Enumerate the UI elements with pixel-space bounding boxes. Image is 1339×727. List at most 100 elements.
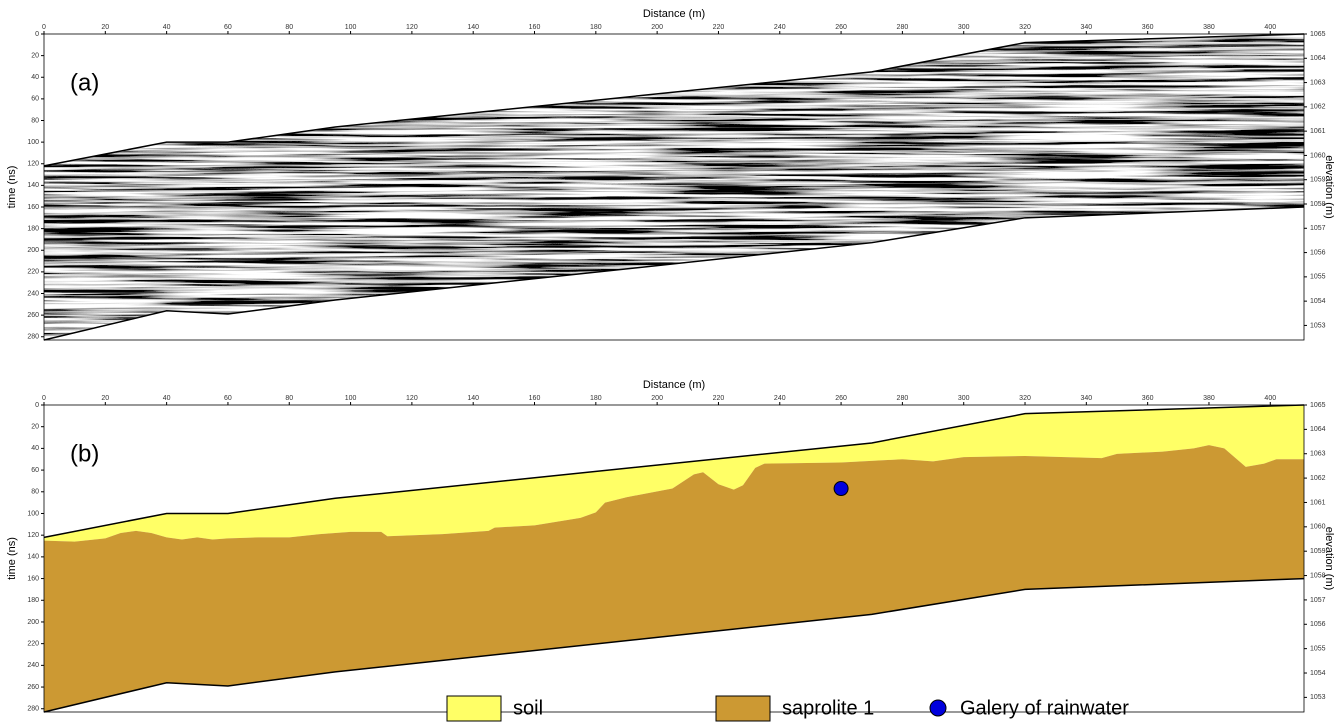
y2-tick-label: 1054 (1310, 670, 1326, 677)
legend-label: Galery of rainwater (960, 697, 1129, 719)
x-tick-label: 180 (590, 24, 602, 31)
y2-tick-label: 1053 (1310, 322, 1326, 329)
x-tick-label: 380 (1203, 24, 1215, 31)
x-tick-label: 320 (1019, 24, 1031, 31)
x-tick-label: 60 (224, 395, 232, 402)
y-axis-title: time (ns) (6, 166, 18, 209)
y2-axis-title: elevation (m) (1323, 527, 1335, 591)
y-tick-label: 220 (27, 269, 39, 276)
y2-tick-label: 1064 (1310, 426, 1326, 433)
x-tick-label: 200 (651, 395, 663, 402)
x-tick-label: 0 (42, 24, 46, 31)
y-tick-label: 60 (31, 96, 39, 103)
x-tick-label: 340 (1080, 24, 1092, 31)
y2-tick-label: 1062 (1310, 475, 1326, 482)
x-tick-label: 0 (42, 395, 46, 402)
figure: 0204060801001201401601802002202402602803… (0, 0, 1339, 722)
x-tick-label: 20 (101, 24, 109, 31)
y2-tick-label: 1061 (1310, 128, 1326, 135)
legend-label: soil (513, 697, 543, 719)
x-tick-label: 160 (529, 395, 541, 402)
legend-swatch (716, 696, 770, 721)
y2-tick-label: 1055 (1310, 274, 1326, 281)
x-tick-label: 280 (897, 395, 909, 402)
x-tick-label: 360 (1142, 395, 1154, 402)
x-tick-label: 40 (163, 395, 171, 402)
panel-label: (a) (70, 69, 99, 96)
x-axis-title: Distance (m) (643, 379, 705, 391)
y-tick-label: 60 (31, 467, 39, 474)
y2-tick-label: 1057 (1310, 225, 1326, 232)
x-tick-label: 20 (101, 395, 109, 402)
y2-tick-label: 1063 (1310, 79, 1326, 86)
x-tick-label: 240 (774, 395, 786, 402)
x-tick-label: 380 (1203, 395, 1215, 402)
x-tick-label: 40 (163, 24, 171, 31)
x-tick-label: 260 (835, 24, 847, 31)
radargram (44, 34, 1304, 340)
y-tick-label: 0 (35, 402, 39, 409)
y-tick-label: 160 (27, 204, 39, 211)
y-tick-label: 40 (31, 445, 39, 452)
y2-tick-label: 1054 (1310, 298, 1326, 305)
x-axis-title: Distance (m) (643, 8, 705, 20)
y-tick-label: 240 (27, 290, 39, 297)
x-tick-label: 340 (1080, 395, 1092, 402)
y-tick-label: 260 (27, 684, 39, 691)
rainwater-gallery (834, 482, 848, 496)
y-tick-label: 260 (27, 312, 39, 319)
x-tick-label: 220 (713, 395, 725, 402)
y2-tick-label: 1056 (1310, 249, 1326, 256)
y-tick-label: 40 (31, 74, 39, 81)
y-tick-label: 140 (27, 182, 39, 189)
legend-label: saprolite 1 (782, 697, 874, 719)
y-tick-label: 100 (27, 139, 39, 146)
y-tick-label: 220 (27, 641, 39, 648)
y2-tick-label: 1065 (1310, 31, 1326, 38)
x-tick-label: 260 (835, 395, 847, 402)
y-tick-label: 200 (27, 619, 39, 626)
y-tick-label: 80 (31, 117, 39, 124)
x-tick-label: 100 (345, 395, 357, 402)
x-tick-label: 140 (467, 395, 479, 402)
y2-tick-label: 1064 (1310, 55, 1326, 62)
x-tick-label: 60 (224, 24, 232, 31)
x-tick-label: 400 (1264, 24, 1276, 31)
x-tick-label: 100 (345, 24, 357, 31)
y-tick-label: 180 (27, 597, 39, 604)
x-tick-label: 140 (467, 24, 479, 31)
y-tick-label: 180 (27, 225, 39, 232)
y-tick-label: 20 (31, 52, 39, 59)
x-tick-label: 80 (285, 24, 293, 31)
y-tick-label: 120 (27, 161, 39, 168)
y-tick-label: 120 (27, 532, 39, 539)
x-tick-label: 300 (958, 24, 970, 31)
x-tick-label: 160 (529, 24, 541, 31)
y2-tick-label: 1055 (1310, 645, 1326, 652)
x-tick-label: 360 (1142, 24, 1154, 31)
y2-tick-label: 1063 (1310, 451, 1326, 458)
y2-tick-label: 1056 (1310, 621, 1326, 628)
y-tick-label: 200 (27, 247, 39, 254)
x-tick-label: 120 (406, 395, 418, 402)
y2-tick-label: 1061 (1310, 499, 1326, 506)
x-tick-label: 320 (1019, 395, 1031, 402)
x-tick-label: 120 (406, 24, 418, 31)
y2-tick-label: 1065 (1310, 402, 1326, 409)
x-tick-label: 180 (590, 395, 602, 402)
y-tick-label: 140 (27, 554, 39, 561)
x-tick-label: 280 (897, 24, 909, 31)
y-tick-label: 160 (27, 575, 39, 582)
x-tick-label: 80 (285, 395, 293, 402)
y-axis-title: time (ns) (6, 537, 18, 580)
y-tick-label: 80 (31, 489, 39, 496)
x-tick-label: 400 (1264, 395, 1276, 402)
x-tick-label: 200 (651, 24, 663, 31)
y2-axis-title: elevation (m) (1323, 155, 1335, 219)
y2-tick-label: 1062 (1310, 104, 1326, 111)
x-tick-label: 220 (713, 24, 725, 31)
y2-tick-label: 1057 (1310, 597, 1326, 604)
y-tick-label: 20 (31, 424, 39, 431)
x-tick-label: 300 (958, 395, 970, 402)
y-tick-label: 240 (27, 662, 39, 669)
